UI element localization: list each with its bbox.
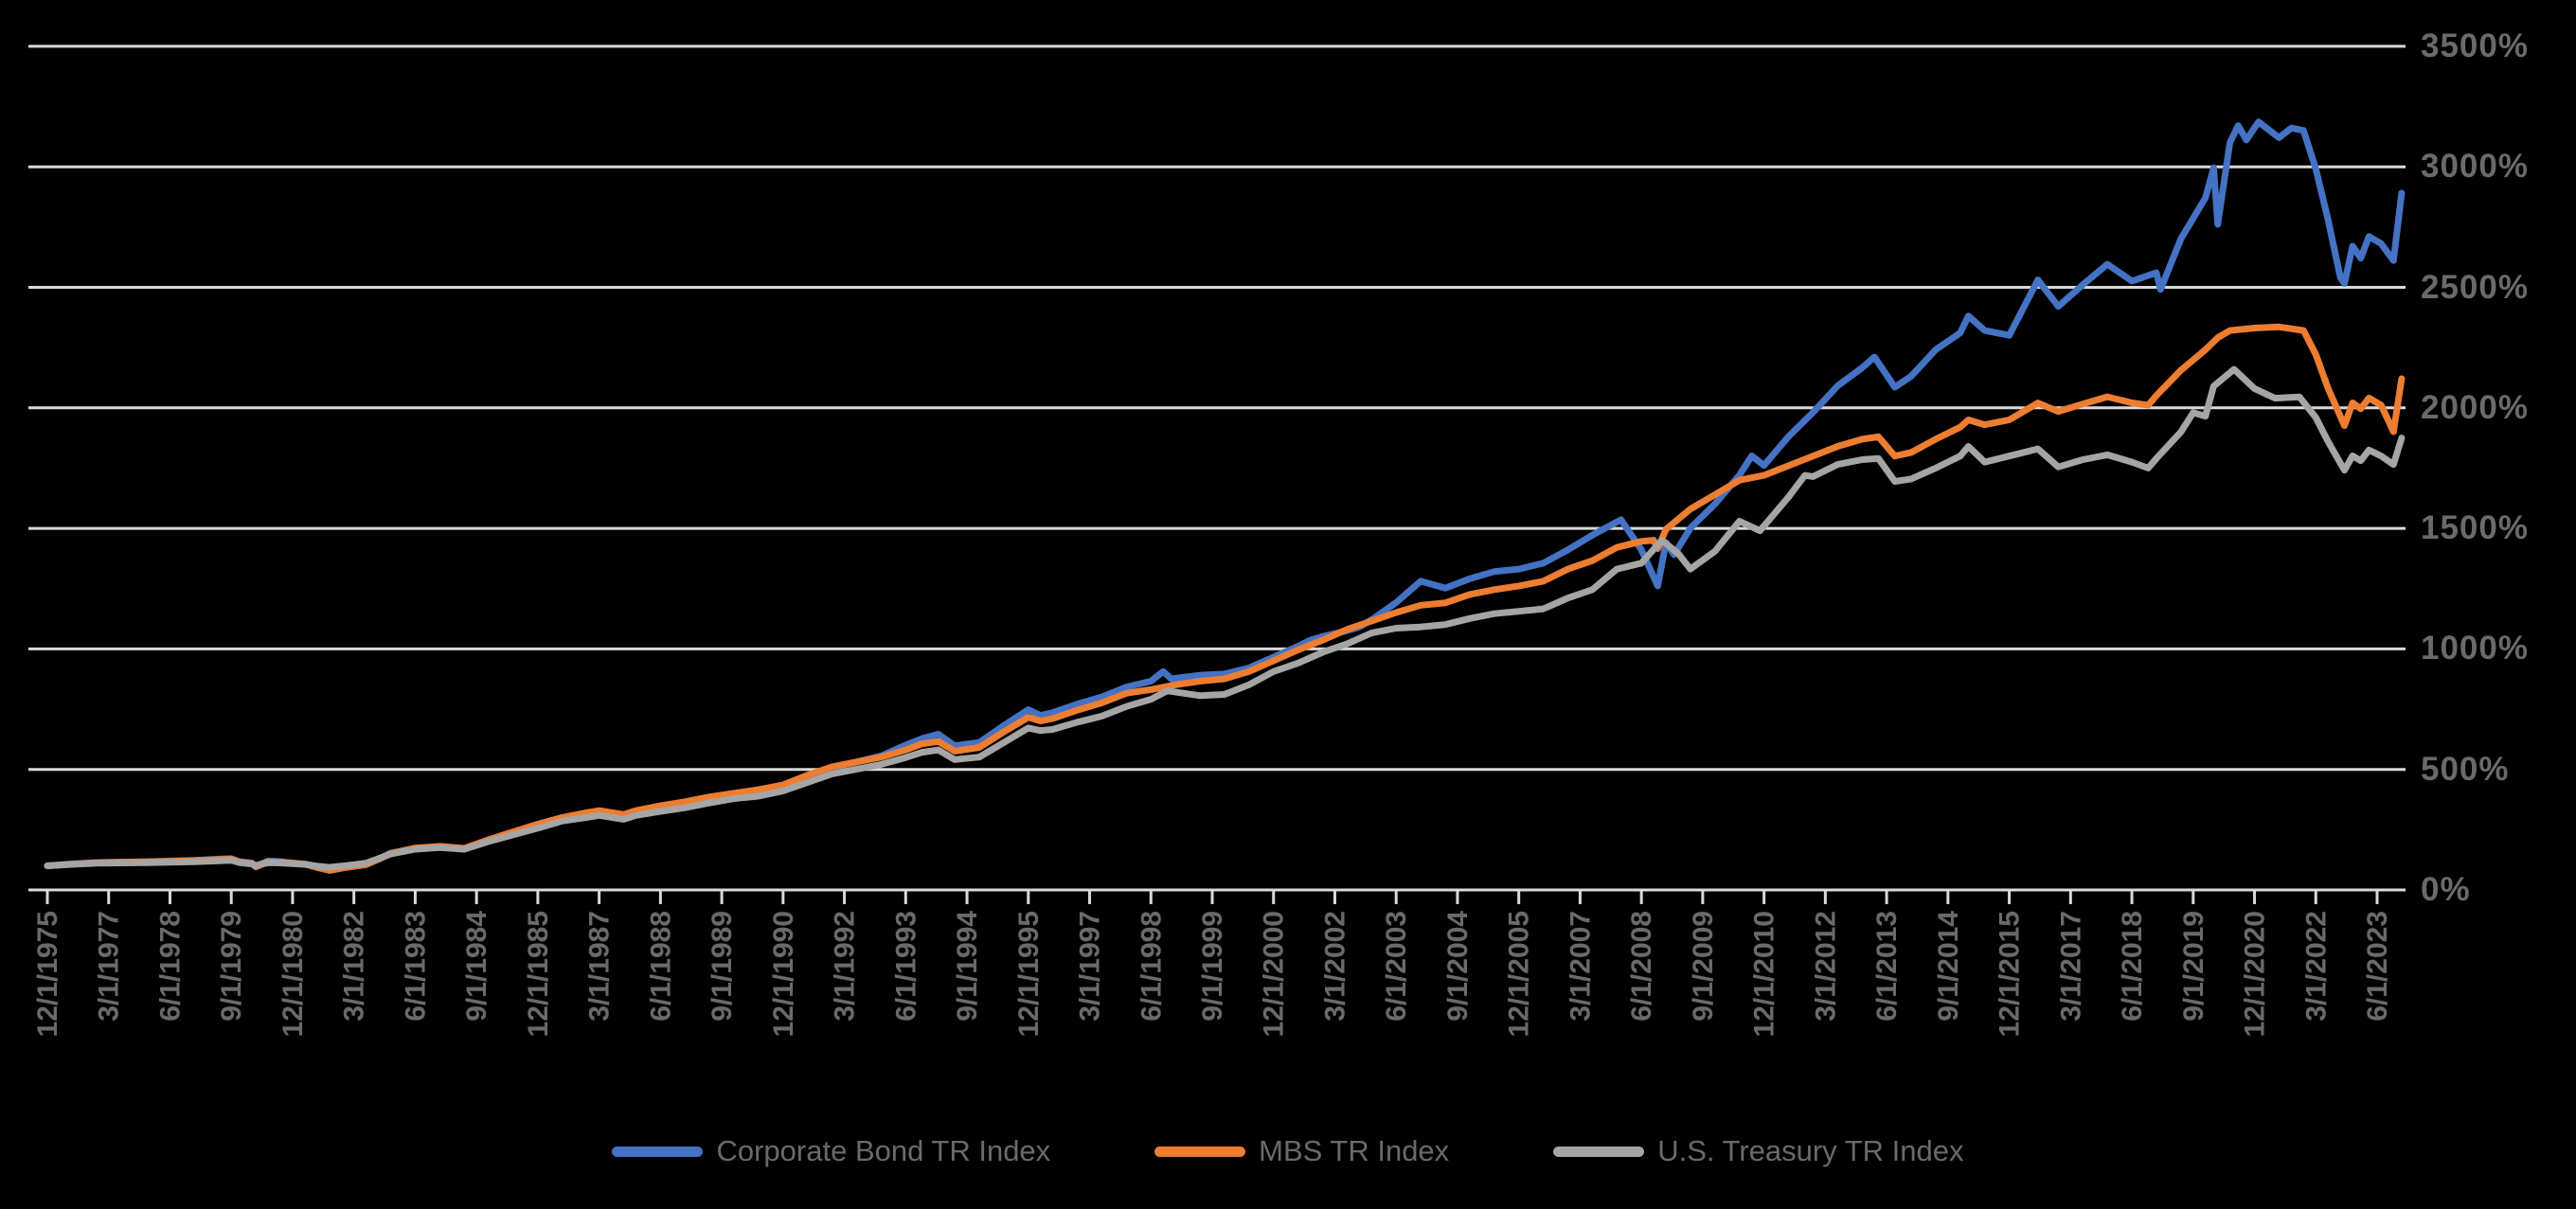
y-tick-label: 3500% <box>2421 27 2529 64</box>
legend-item-us-treasury: U.S. Treasury TR Index <box>1553 1134 1964 1168</box>
x-tick-label: 6/1/1998 <box>1136 911 1167 1022</box>
y-tick-label: 3000% <box>2421 148 2529 186</box>
legend-swatch-corporate-bond <box>612 1146 704 1157</box>
legend-item-corporate-bond: Corporate Bond TR Index <box>612 1134 1050 1168</box>
x-tick-label: 12/1/1980 <box>277 911 309 1037</box>
x-tick-label: 6/1/1988 <box>645 911 676 1022</box>
x-tick-label: 9/1/1989 <box>707 911 738 1022</box>
y-tick-label: 2500% <box>2421 268 2529 306</box>
x-tick-label: 12/1/1995 <box>1013 911 1045 1037</box>
x-tick-label: 3/1/2007 <box>1565 911 1596 1022</box>
x-tick-label: 12/1/1985 <box>523 911 554 1037</box>
x-tick-label: 3/1/2012 <box>1810 911 1841 1022</box>
x-axis-tick-marks <box>45 890 2379 904</box>
x-tick-label: 12/1/2000 <box>1259 911 1290 1037</box>
y-tick-label: 500% <box>2421 750 2510 788</box>
y-tick-label: 2000% <box>2421 388 2529 426</box>
gridlines <box>28 44 2406 892</box>
x-tick-label: 3/1/1982 <box>339 911 370 1022</box>
legend-label: MBS TR Index <box>1259 1134 1450 1167</box>
x-tick-label: 12/1/2010 <box>1749 911 1780 1037</box>
y-tick-label: 0% <box>2421 871 2471 908</box>
series-lines <box>44 118 2406 874</box>
x-tick-label: 9/1/1999 <box>1197 911 1228 1022</box>
x-tick-label: 9/1/2014 <box>1933 911 1964 1022</box>
x-tick-label: 12/1/2020 <box>2240 911 2271 1037</box>
x-tick-label: 9/1/2009 <box>1688 911 1719 1022</box>
x-tick-label: 12/1/1975 <box>32 911 63 1037</box>
chart-legend: Corporate Bond TR Index MBS TR Index U.S… <box>0 1123 2576 1180</box>
x-tick-label: 3/1/2022 <box>2300 911 2332 1022</box>
x-tick-label: 12/1/2005 <box>1504 911 1535 1037</box>
legend-label: Corporate Bond TR Index <box>716 1134 1051 1167</box>
x-tick-label: 9/1/2004 <box>1442 911 1474 1022</box>
x-tick-label: 3/1/1977 <box>94 911 125 1022</box>
legend-item-mbs: MBS TR Index <box>1154 1134 1449 1168</box>
x-tick-label: 12/1/2015 <box>1995 911 2026 1037</box>
x-tick-label: 6/1/2003 <box>1381 911 1412 1022</box>
legend-swatch-mbs <box>1154 1146 1246 1157</box>
series-line-corporate-bond-tr-index <box>44 118 2406 873</box>
x-tick-label: 12/1/1990 <box>768 911 799 1037</box>
legend-label: U.S. Treasury TR Index <box>1657 1134 1964 1167</box>
x-tick-label: 6/1/2008 <box>1626 911 1657 1022</box>
x-tick-label: 6/1/1983 <box>400 911 431 1022</box>
x-tick-label: 3/1/1997 <box>1075 911 1106 1022</box>
y-tick-label: 1500% <box>2421 509 2529 547</box>
x-tick-label: 3/1/2002 <box>1319 911 1351 1022</box>
x-tick-label: 6/1/2018 <box>2117 911 2148 1022</box>
x-tick-label: 3/1/1987 <box>584 911 616 1022</box>
legend-swatch-us-treasury <box>1553 1146 1645 1157</box>
series-line-u-s-treasury-tr-index <box>44 365 2406 871</box>
x-tick-label: 6/1/2013 <box>1871 911 1903 1022</box>
x-tick-label: 9/1/2019 <box>2178 911 2209 1022</box>
x-tick-label: 9/1/1979 <box>216 911 247 1022</box>
x-tick-label: 9/1/1984 <box>461 911 492 1022</box>
x-tick-label: 6/1/1993 <box>890 911 921 1022</box>
x-tick-label: 3/1/2017 <box>2055 911 2086 1022</box>
y-tick-label: 1000% <box>2421 630 2529 667</box>
x-tick-label: 6/1/2023 <box>2362 911 2393 1022</box>
x-tick-label: 9/1/1994 <box>952 911 983 1022</box>
x-tick-label: 3/1/1992 <box>830 911 861 1022</box>
x-tick-label: 6/1/1978 <box>154 911 186 1022</box>
x-axis-tick-labels: 12/1/1975 3/1/1977 6/1/1978 9/1/1979 12/1/19… <box>32 911 2393 1038</box>
